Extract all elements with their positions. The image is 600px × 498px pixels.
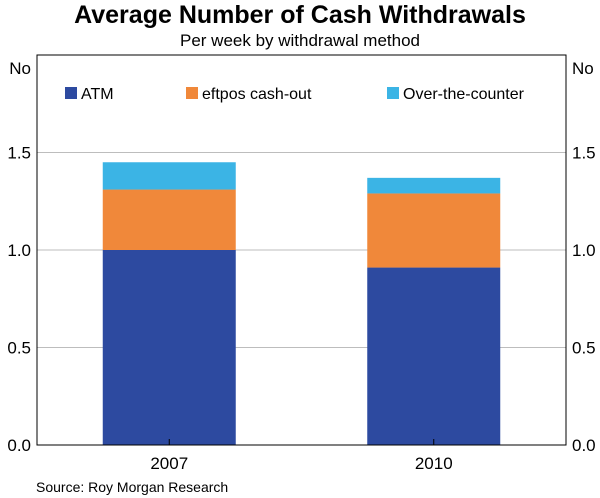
bars: [102, 162, 501, 445]
y-tick-label-left: 0.5: [7, 339, 31, 358]
y-axis-label-right: No: [572, 59, 594, 78]
legend-label: eftpos cash-out: [202, 86, 312, 103]
source-note: Source: Roy Morgan Research: [36, 479, 229, 495]
bar-segment-over-the-counter-2007: [102, 162, 236, 190]
legend-label: Over-the-counter: [403, 86, 525, 103]
y-tick-label-right: 1.0: [572, 241, 596, 260]
legend-swatch: [186, 87, 198, 99]
y-tick-label-right: 0.0: [572, 436, 596, 455]
legend: ATM eftpos cash-out Over-the-counter: [65, 86, 525, 103]
y-tick-label-left: 1.0: [7, 241, 31, 260]
y-tick-label-left: 0.0: [7, 436, 31, 455]
legend-swatch: [387, 87, 399, 99]
chart-title: Average Number of Cash Withdrawals: [74, 1, 526, 29]
y-tick-label-left: 1.5: [7, 144, 31, 163]
y-tick-label-right: 0.5: [572, 339, 596, 358]
bar-segment-atm-2010: [367, 267, 501, 445]
legend-label: ATM: [81, 86, 114, 103]
chart-subtitle: Per week by withdrawal method: [179, 31, 420, 50]
bar-segment-atm-2007: [102, 250, 236, 445]
legend-swatch: [65, 87, 77, 99]
x-tick-label: 2010: [415, 454, 453, 473]
bar-segment-eftpos-cash-out-2007: [102, 189, 236, 250]
y-tick-label-right: 1.5: [572, 144, 596, 163]
bar-segment-eftpos-cash-out-2010: [367, 193, 501, 268]
axes: 0.0 0.0 0.5 0.5 1.0 1.0 1.5 1.5 No No 2007 2010: [7, 59, 595, 473]
y-axis-label-left: No: [9, 59, 31, 78]
plot-frame: [36, 54, 567, 446]
x-tick-label: 2007: [150, 454, 188, 473]
bar-segment-over-the-counter-2010: [367, 177, 501, 194]
